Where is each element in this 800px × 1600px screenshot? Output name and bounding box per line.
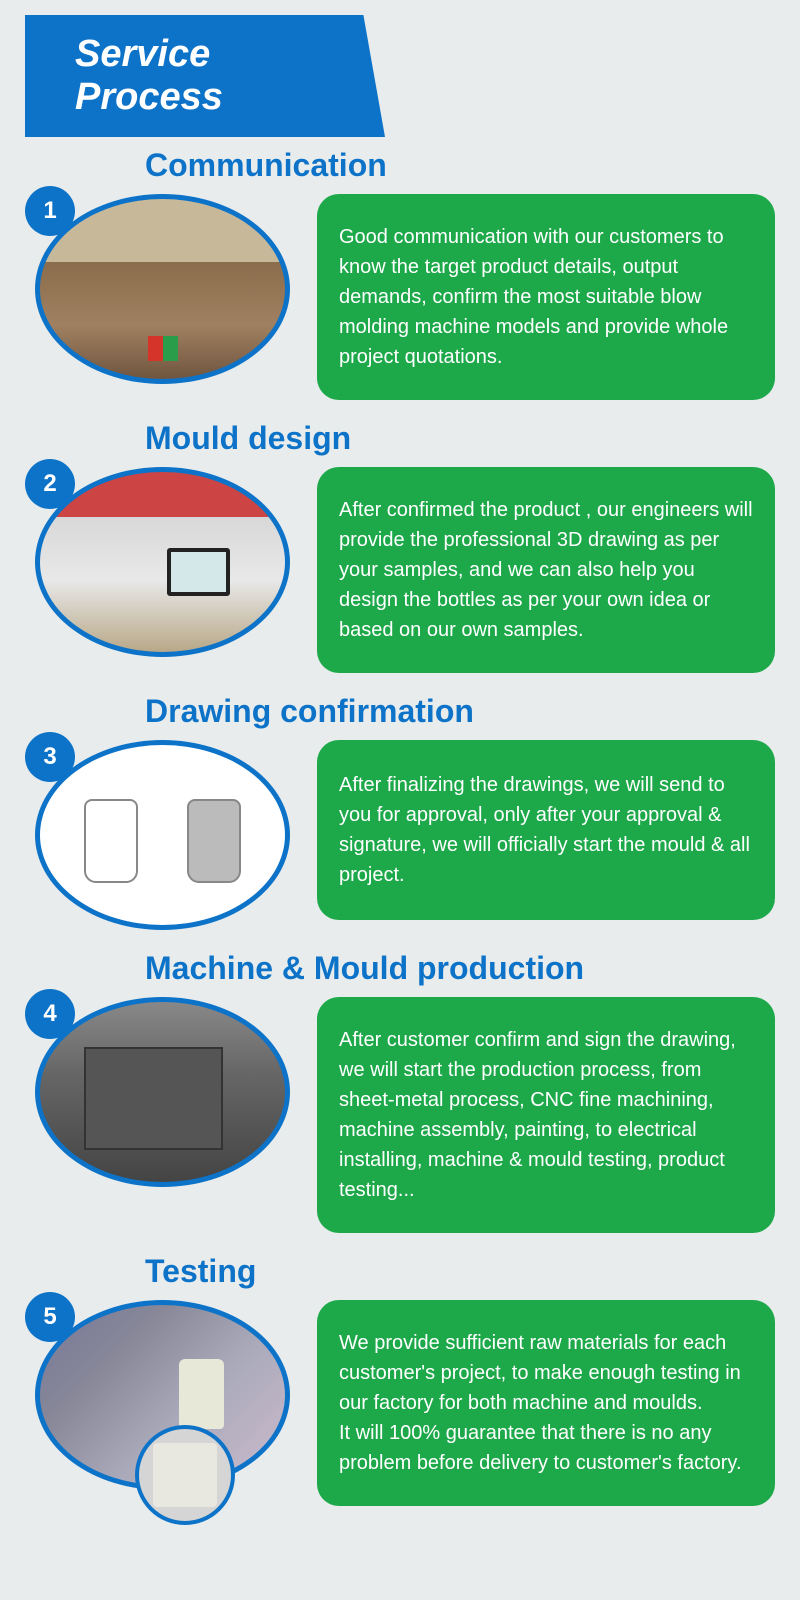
step-description-text: After finalizing the drawings, we will s… — [339, 770, 753, 890]
technical-drawings-photo — [35, 740, 290, 930]
step-left-col: 5 — [25, 1300, 305, 1490]
step-description: After confirmed the product , our engine… — [317, 467, 775, 673]
step-body: 5 We provide sufficient raw materials fo… — [25, 1300, 775, 1506]
step-title: Testing — [145, 1253, 775, 1290]
step-description: Good communication with our customers to… — [317, 194, 775, 400]
header-title: Service Process — [75, 33, 223, 118]
step-description-text: After confirmed the product , our engine… — [339, 495, 753, 645]
step-5-testing: Testing 5 We provide sufficient raw mate… — [0, 1253, 800, 1506]
machine-production-photo — [35, 997, 290, 1187]
step-left-col: 4 — [25, 997, 305, 1187]
step-body: 3 After finalizing the drawings, we will… — [25, 740, 775, 930]
engineer-3d-design-photo — [35, 467, 290, 657]
step-body: 1 Good communication with our customers … — [25, 194, 775, 400]
step-description-text: Good communication with our customers to… — [339, 222, 753, 372]
step-description-text: We provide sufficient raw materials for … — [339, 1328, 753, 1478]
step-number-badge: 4 — [25, 989, 75, 1039]
step-title: Communication — [145, 147, 775, 184]
page-header: Service Process — [25, 15, 385, 137]
step-number-badge: 5 — [25, 1292, 75, 1342]
step-left-col: 1 — [25, 194, 305, 384]
customer-meeting-photo — [35, 194, 290, 384]
step-body: 4 After customer confirm and sign the dr… — [25, 997, 775, 1233]
step-1-communication: Communication 1 Good communication with … — [0, 147, 800, 400]
step-description: After finalizing the drawings, we will s… — [317, 740, 775, 920]
step-4-production: Machine & Mould production 4 After custo… — [0, 950, 800, 1233]
step-3-drawing-confirmation: Drawing confirmation 3 After finalizing … — [0, 693, 800, 930]
raw-materials-bags-photo — [135, 1425, 235, 1525]
step-title: Mould design — [145, 420, 775, 457]
step-description: We provide sufficient raw materials for … — [317, 1300, 775, 1506]
step-number-badge: 3 — [25, 732, 75, 782]
step-description-text: After customer confirm and sign the draw… — [339, 1025, 753, 1205]
step-2-mould-design: Mould design 2 After confirmed the produ… — [0, 420, 800, 673]
step-left-col: 2 — [25, 467, 305, 657]
step-title: Machine & Mould production — [145, 950, 775, 987]
step-left-col: 3 — [25, 740, 305, 930]
step-number-badge: 2 — [25, 459, 75, 509]
step-description: After customer confirm and sign the draw… — [317, 997, 775, 1233]
step-number-badge: 1 — [25, 186, 75, 236]
step-body: 2 After confirmed the product , our engi… — [25, 467, 775, 673]
step-title: Drawing confirmation — [145, 693, 775, 730]
